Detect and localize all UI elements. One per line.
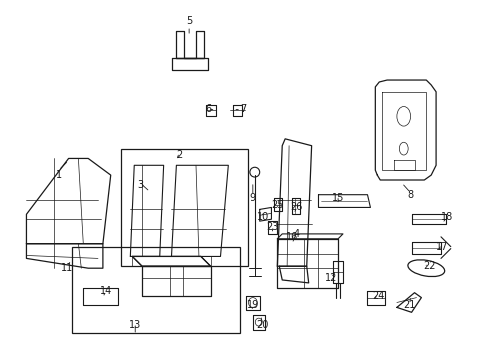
Text: 23: 23 <box>265 222 278 232</box>
Text: 16: 16 <box>285 232 298 242</box>
Text: 18: 18 <box>440 212 452 222</box>
Text: 8: 8 <box>407 190 413 200</box>
Text: 4: 4 <box>293 229 299 239</box>
Text: 14: 14 <box>100 286 112 296</box>
Text: 15: 15 <box>331 193 344 203</box>
Text: 21: 21 <box>403 301 415 310</box>
Text: 26: 26 <box>290 202 303 212</box>
Bar <box>71 247 240 333</box>
Text: 7: 7 <box>240 104 245 114</box>
Text: 25: 25 <box>270 199 283 210</box>
Text: 17: 17 <box>435 242 447 252</box>
Text: 5: 5 <box>185 16 192 26</box>
Text: 10: 10 <box>256 212 268 222</box>
Text: 11: 11 <box>61 263 73 273</box>
Text: 24: 24 <box>371 291 384 301</box>
Text: 13: 13 <box>129 320 141 330</box>
Text: 6: 6 <box>205 104 211 114</box>
Text: 2: 2 <box>176 150 182 161</box>
Text: 20: 20 <box>256 320 268 330</box>
Text: 9: 9 <box>249 193 255 203</box>
Text: 22: 22 <box>422 261 435 271</box>
Bar <box>120 149 247 266</box>
Text: 19: 19 <box>246 301 259 310</box>
Text: 1: 1 <box>56 170 61 180</box>
Text: 12: 12 <box>325 273 337 283</box>
Text: 3: 3 <box>137 180 143 190</box>
